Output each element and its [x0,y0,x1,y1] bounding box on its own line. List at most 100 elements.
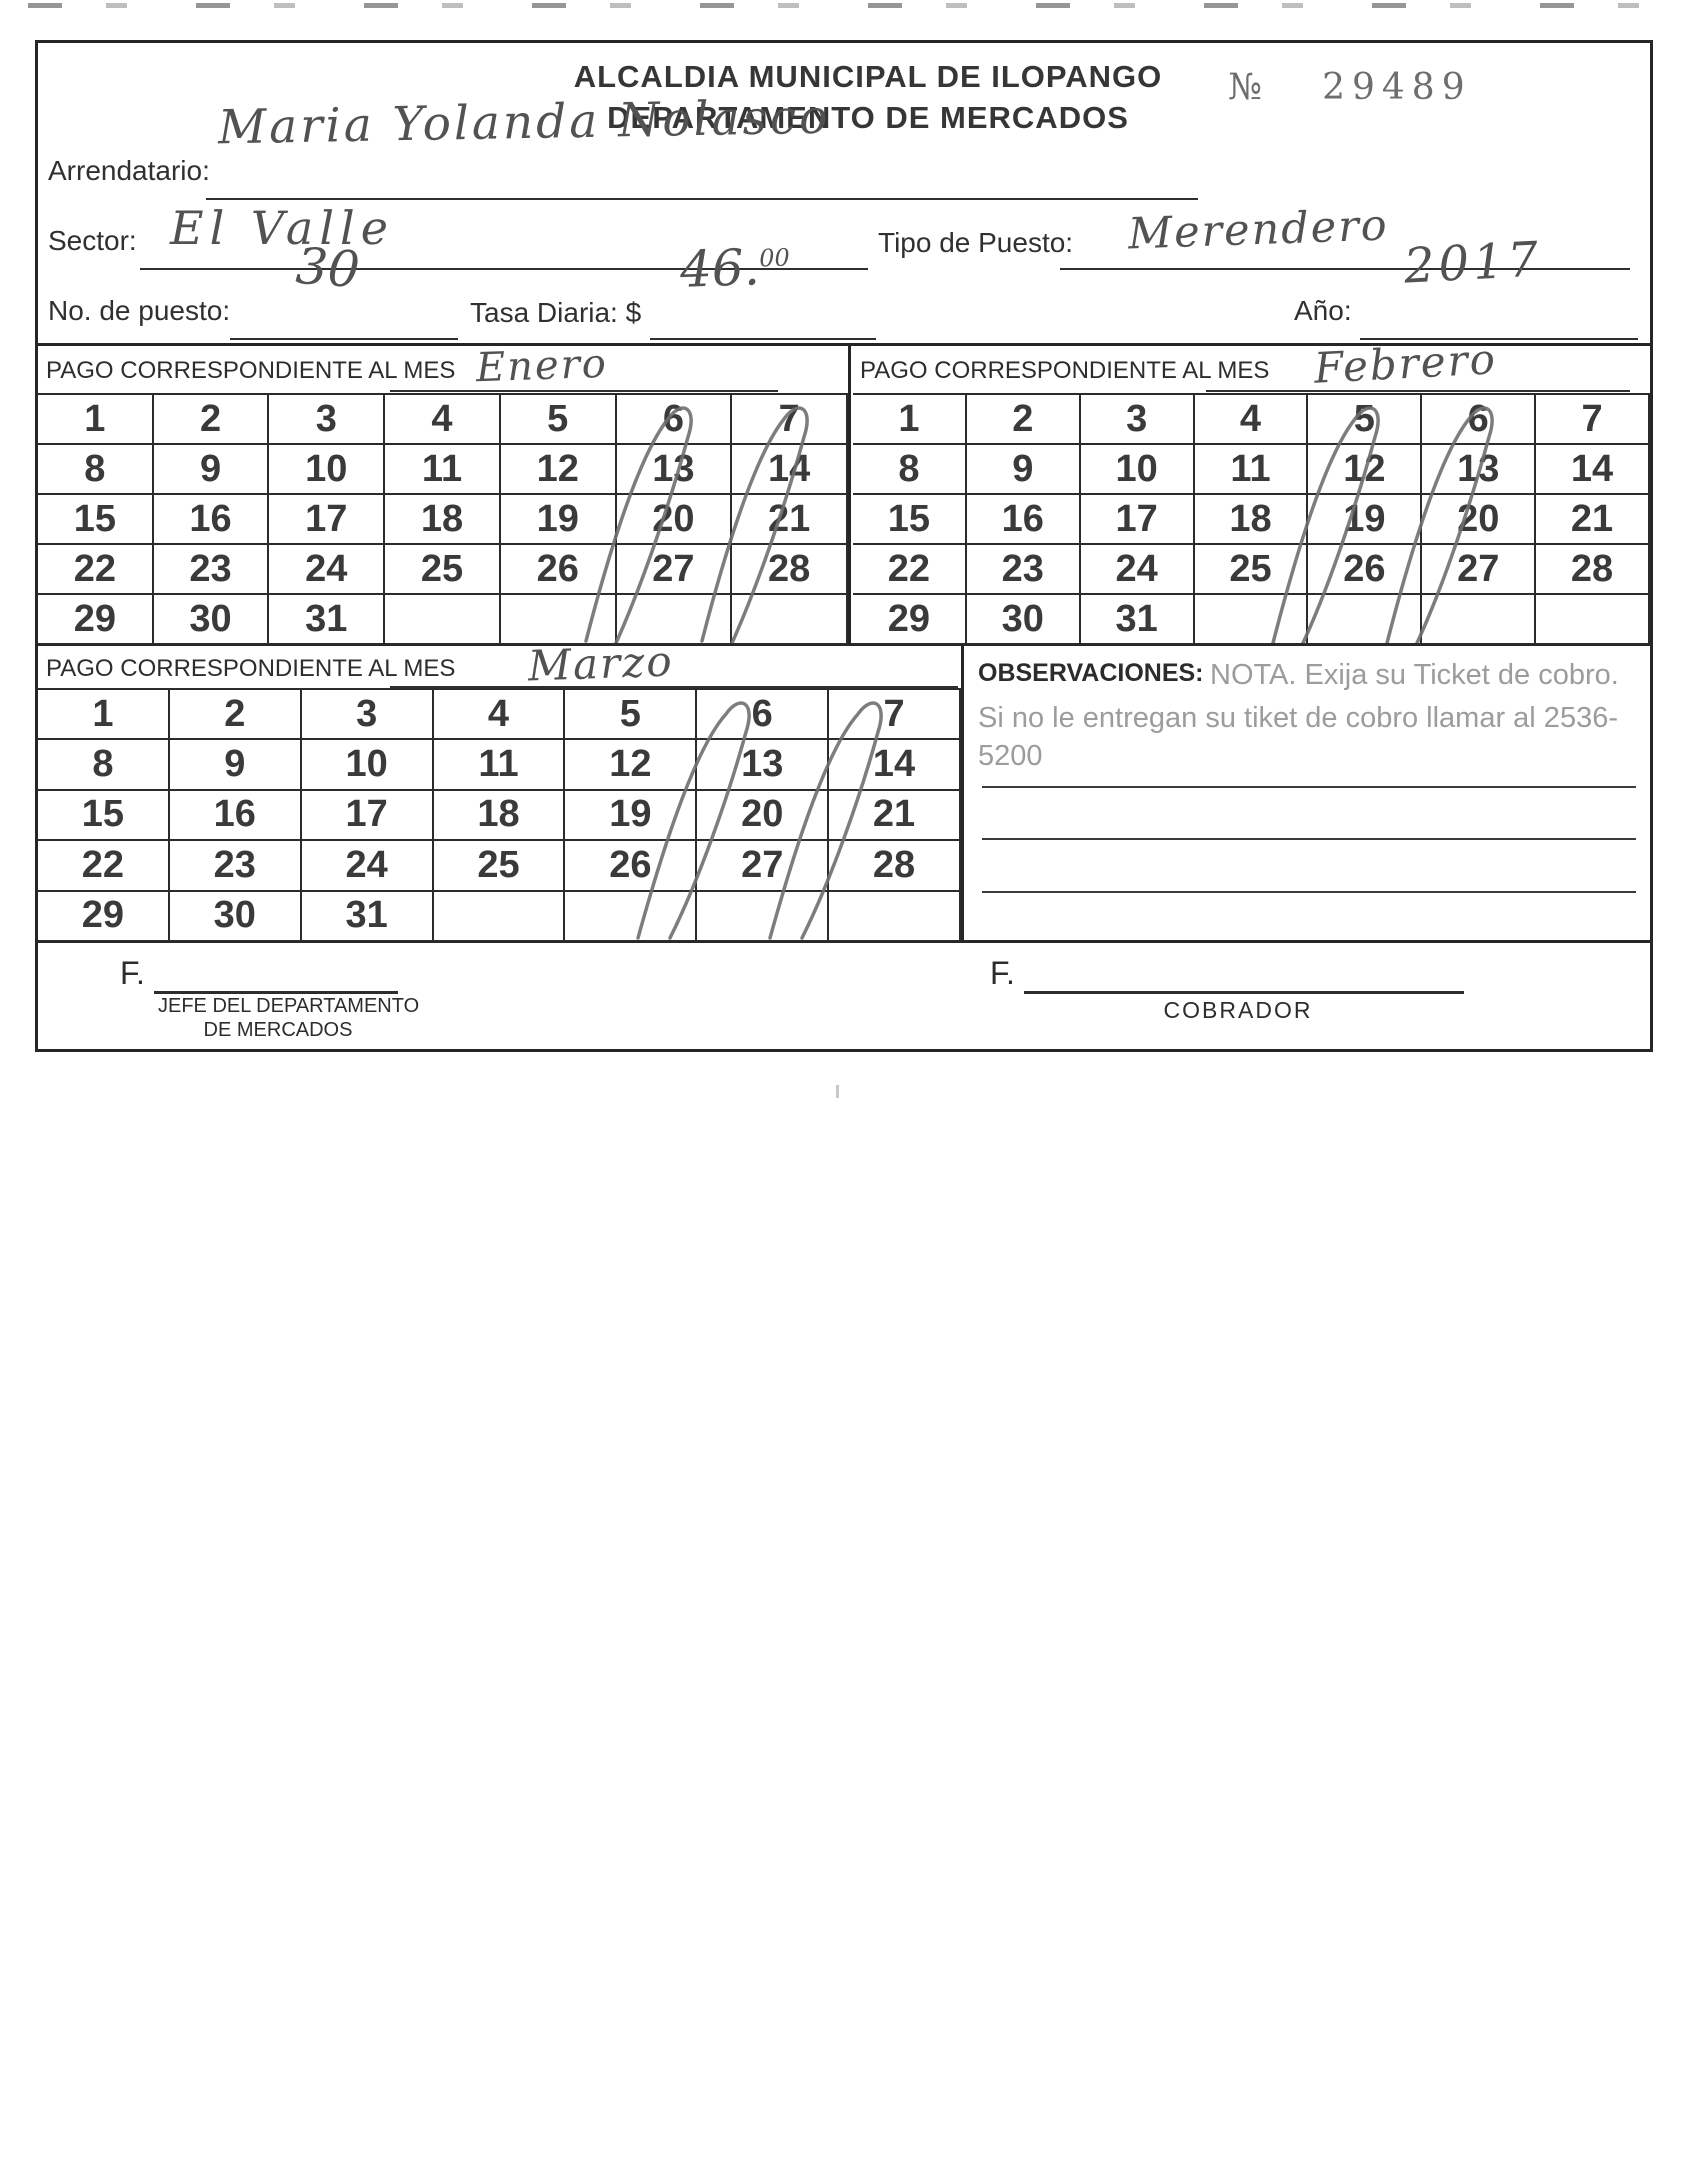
calendar-day-cell: 18 [385,495,501,545]
calendar-day-cell [433,891,566,942]
right-signature-prefix: F. [990,955,1015,991]
tipo-puesto-label: Tipo de Puesto: [878,227,1074,258]
calendar-day-cell: 30 [153,595,270,645]
calendar-day-cell: 9 [966,445,1081,495]
calendar-day-cell: 1 [853,395,967,445]
calendar-day-cell: 22 [38,841,170,892]
calendar-day-cell: 15 [853,495,967,545]
sector-label: Sector: [48,225,137,256]
calendar-day-cell: 25 [433,841,566,892]
calendar-day-cell: 17 [301,790,434,842]
month-1-line [390,43,778,392]
calendar-day-cell: 12 [565,740,698,791]
calendar-day-cell: 22 [38,545,154,595]
calendar-day-cell: 11 [385,445,501,495]
title-line-2: DEPARTAMENTO DE MERCADOS [607,99,1129,135]
calendar-day-cell: 19 [500,495,617,545]
calendar-day-cell [829,891,961,942]
calendar-day-cell: 15 [38,495,154,545]
calendar-day-cell: 11 [1194,445,1309,495]
left-signature-title-1: JEFE DEL DEPARTAMENTO [158,995,420,1017]
calendar-day-cell: 10 [1080,445,1195,495]
right-signature-line [1024,43,1464,994]
calendar-day-cell: 4 [385,395,501,445]
calendar-day-cell: 1 [38,690,170,741]
calendar-day-cell: 9 [169,740,302,791]
calendar-day-cell [1422,595,1537,645]
arrendatario-label: Arrendatario: [48,155,210,186]
calendar-day-cell: 8 [38,740,170,791]
calendar-day-cell: 16 [966,495,1081,545]
calendar-day-cell: 15 [38,790,170,842]
tasa-label: Tasa Diaria: $ [470,297,642,328]
calendar-divider [848,346,851,643]
calendar-day-cell: 13 [697,740,830,791]
calendar-day-cell: 28 [1536,545,1650,595]
calendar-day-cell: 23 [153,545,270,595]
calendar-day-cell: 26 [500,545,617,595]
scan-speck [836,1085,839,1098]
market-payment-card: ALCALDIA MUNICIPAL DE ILOPANGO DEPARTAME… [35,40,1653,1052]
calendar-day-cell: 4 [433,690,566,741]
calendar-day-cell: 6 [697,690,830,741]
calendar-day-cell: 31 [301,891,434,942]
calendar-day-cell: 2 [966,395,1081,445]
observaciones-blank-line [982,43,1636,840]
month-3-line [390,43,958,688]
left-signature-prefix: F. [120,955,145,991]
observaciones-blank-line [982,43,1636,893]
calendar-day-cell: 9 [153,445,270,495]
calendar-day-cell: 3 [1080,395,1195,445]
scan-artifact-line [28,3,1678,8]
calendar-day-cell: 16 [169,790,302,842]
calendar-day-cell: 3 [301,690,434,741]
no-puesto-line [230,43,458,340]
right-signature-title: COBRADOR [1163,997,1313,1023]
arrendatario-line [206,43,1198,200]
number-value: 29489 [1322,67,1472,108]
calendar-day-cell: 1 [38,395,154,445]
calendar-day-cell: 19 [565,790,698,842]
calendar-day-cell: 23 [169,841,302,892]
calendar-day-cell: 7 [829,690,961,741]
calendar-day-cell: 10 [269,445,386,495]
calendar-day-cell: 18 [433,790,566,842]
calendar-day-cell: 14 [1536,445,1650,495]
calendar-day-cell: 30 [966,595,1081,645]
calendar-day-cell: 5 [565,690,698,741]
observaciones-label: OBSERVACIONES: [978,659,1204,687]
calendar-day-cell: 27 [697,841,830,892]
month-3-value: Marzo [527,636,675,691]
calendar-day-cell: 17 [1080,495,1195,545]
sector-line [140,43,868,270]
sector-value: El Valle [170,201,394,255]
section-divider [38,343,1650,346]
calendar-day-cell: 20 [697,790,830,842]
calendar-day-cell: 3 [269,395,386,445]
left-signature-line [154,43,398,994]
month-2-line [1206,43,1630,392]
calendar-day-cell: 31 [1080,595,1195,645]
observaciones-nota: NOTA. Exija su Ticket de cobro. [1210,659,1619,691]
calendar-day-cell: 2 [153,395,270,445]
calendar-day-cell: 24 [1080,545,1195,595]
observaciones-detail: Si no le entregan su tiket de cobro llam… [978,702,1618,773]
calendar-day-cell: 26 [565,841,698,892]
observaciones-divider [961,646,964,940]
calendar-day-cell [1536,595,1650,645]
month-2-label: PAGO CORRESPONDIENTE AL MES [860,357,1270,384]
calendar-day-cell: 22 [853,545,967,595]
calendar-day-cell: 21 [1536,495,1650,545]
calendar-day-cell: 2 [169,690,302,741]
calendar-day-cell: 8 [38,445,154,495]
document-number: № 29489 [1228,67,1628,108]
calendar-day-cell: 24 [301,841,434,892]
calendar-day-cell [732,595,848,645]
anio-label: Año: [1294,295,1352,326]
month-1-label: PAGO CORRESPONDIENTE AL MES [46,357,456,384]
calendar-day-cell: 29 [38,595,154,645]
title-line-1: ALCALDIA MUNICIPAL DE ILOPANGO [573,59,1163,94]
calendar-day-cell: 16 [153,495,270,545]
month-3-label: PAGO CORRESPONDIENTE AL MES [46,655,456,682]
